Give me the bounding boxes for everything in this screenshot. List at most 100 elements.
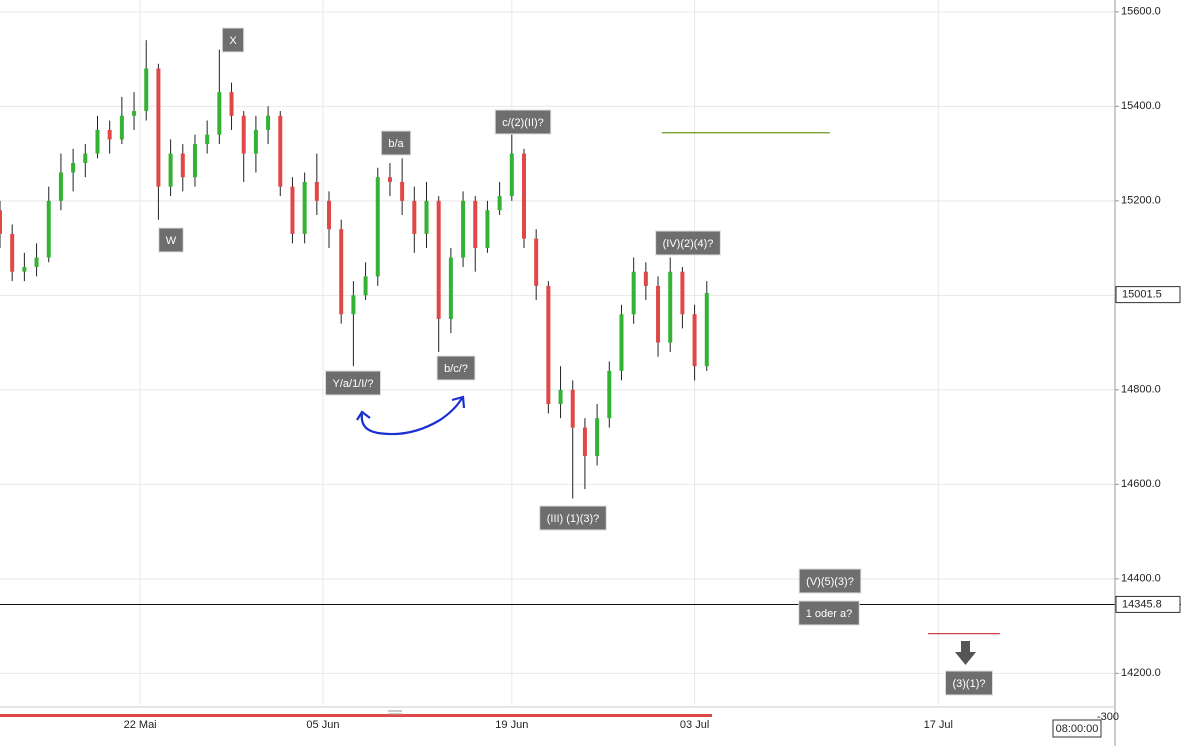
candle-body bbox=[473, 200, 478, 249]
candle-body bbox=[205, 134, 210, 145]
candle-body bbox=[266, 115, 271, 130]
candle-body bbox=[253, 129, 258, 154]
candle-body bbox=[595, 418, 600, 456]
candle-body bbox=[107, 129, 112, 140]
annotation-box bbox=[325, 370, 381, 396]
x-tick-label: 05 Jun bbox=[306, 719, 339, 731]
candle-body bbox=[10, 233, 15, 272]
splitter-handle bbox=[388, 710, 402, 715]
candle-body bbox=[58, 172, 63, 201]
annotation-box bbox=[944, 670, 994, 696]
y-tick-label: 15600.0 bbox=[1121, 6, 1161, 18]
annotation-label: (III) (1)(3)? bbox=[547, 513, 600, 525]
candle-body bbox=[582, 427, 587, 456]
annotation-label: (IV)(2)(4)? bbox=[663, 238, 714, 250]
annotation-label: Y/a/1/I/? bbox=[333, 378, 374, 390]
candle-body bbox=[290, 186, 295, 234]
x-tick-label: 19 Jun bbox=[495, 719, 528, 731]
y-tick-label: 15200.0 bbox=[1121, 195, 1161, 207]
candle-body bbox=[485, 210, 490, 249]
candle-body bbox=[680, 271, 685, 315]
plot bbox=[0, 40, 1181, 635]
last-price-label: 15001.5 bbox=[1122, 289, 1162, 301]
annotation-label: W bbox=[166, 235, 177, 247]
y-tick-label: 14400.0 bbox=[1121, 573, 1161, 585]
candle-body bbox=[692, 314, 697, 367]
annotation-label: 1 oder a? bbox=[806, 608, 852, 620]
candle-body bbox=[229, 92, 234, 116]
annotation-label: (3)(1)? bbox=[952, 678, 985, 690]
candle-body bbox=[558, 389, 563, 405]
indicator-label: -300 bbox=[1097, 711, 1119, 723]
annotation-box bbox=[494, 109, 552, 135]
candle-body bbox=[156, 68, 161, 187]
candle-body bbox=[412, 200, 417, 234]
x-tick-label: 17 Jul bbox=[924, 719, 953, 731]
candle-body bbox=[375, 177, 380, 277]
annotation-box bbox=[436, 355, 476, 381]
candle-body bbox=[704, 292, 709, 367]
candle-body bbox=[436, 200, 441, 319]
annotation-label: b/a bbox=[388, 138, 404, 150]
annotation-box bbox=[655, 230, 721, 256]
y-tick-label: 15400.0 bbox=[1121, 100, 1161, 112]
candle-body bbox=[314, 181, 319, 201]
candle-body bbox=[607, 370, 612, 419]
y-tick-label: 14600.0 bbox=[1121, 478, 1161, 490]
annotation-label: X bbox=[229, 35, 237, 47]
annotation-box bbox=[158, 227, 184, 253]
annotation-box bbox=[539, 505, 607, 531]
annotation-box bbox=[380, 130, 412, 156]
candle-body bbox=[119, 115, 124, 140]
x-tick-label: 03 Jul bbox=[680, 719, 709, 731]
candle-body bbox=[351, 295, 356, 315]
down-arrow bbox=[955, 641, 976, 665]
arrow-head bbox=[356, 410, 371, 421]
candle-body bbox=[521, 153, 526, 239]
annotation-label: b/c/? bbox=[444, 363, 468, 375]
time-box bbox=[1052, 719, 1102, 738]
candle-body bbox=[95, 129, 100, 154]
candle-body bbox=[424, 200, 429, 234]
candle-body bbox=[217, 92, 222, 135]
candle-body bbox=[83, 153, 88, 164]
candle-body bbox=[0, 210, 2, 234]
candle-body bbox=[34, 257, 39, 267]
candle-body bbox=[192, 144, 197, 178]
candle-body bbox=[619, 314, 624, 371]
candle-body bbox=[643, 271, 648, 286]
candle-body bbox=[570, 389, 575, 428]
candle-body bbox=[327, 200, 332, 230]
candle-body bbox=[497, 196, 502, 211]
candle-body bbox=[302, 181, 307, 234]
annotation-box bbox=[221, 27, 245, 53]
candle-body bbox=[546, 285, 551, 405]
candle-body bbox=[22, 266, 27, 272]
candle-body bbox=[132, 111, 137, 116]
price-box bbox=[1115, 595, 1181, 613]
candle-body bbox=[363, 276, 368, 296]
y-tick-label: 14200.0 bbox=[1121, 667, 1161, 679]
price-box bbox=[1115, 286, 1181, 304]
time: 08:00:00 bbox=[1056, 723, 1099, 735]
candle-body bbox=[278, 115, 283, 187]
candle-body bbox=[46, 200, 51, 258]
annotation-label: c/(2)(II)? bbox=[502, 117, 544, 129]
candle-body bbox=[144, 68, 149, 112]
candle-body bbox=[668, 271, 673, 343]
annotation-box bbox=[798, 600, 860, 626]
candle-body bbox=[339, 229, 344, 315]
hline-label: 14345.8 bbox=[1122, 598, 1162, 610]
candle-body bbox=[534, 238, 539, 286]
x-tick-label: 22 Mai bbox=[124, 719, 157, 731]
annotations: X Wb/a c/(2)(II)? Y/a/1/I/? b/c/? (III) (1)(3… bbox=[158, 27, 994, 696]
candle-body bbox=[448, 257, 453, 319]
candle-body bbox=[461, 200, 466, 258]
candle-body bbox=[509, 153, 514, 197]
candle-body bbox=[631, 271, 636, 315]
annotation-box bbox=[798, 568, 862, 594]
candle-body bbox=[71, 163, 76, 173]
arrow-head bbox=[451, 395, 466, 409]
